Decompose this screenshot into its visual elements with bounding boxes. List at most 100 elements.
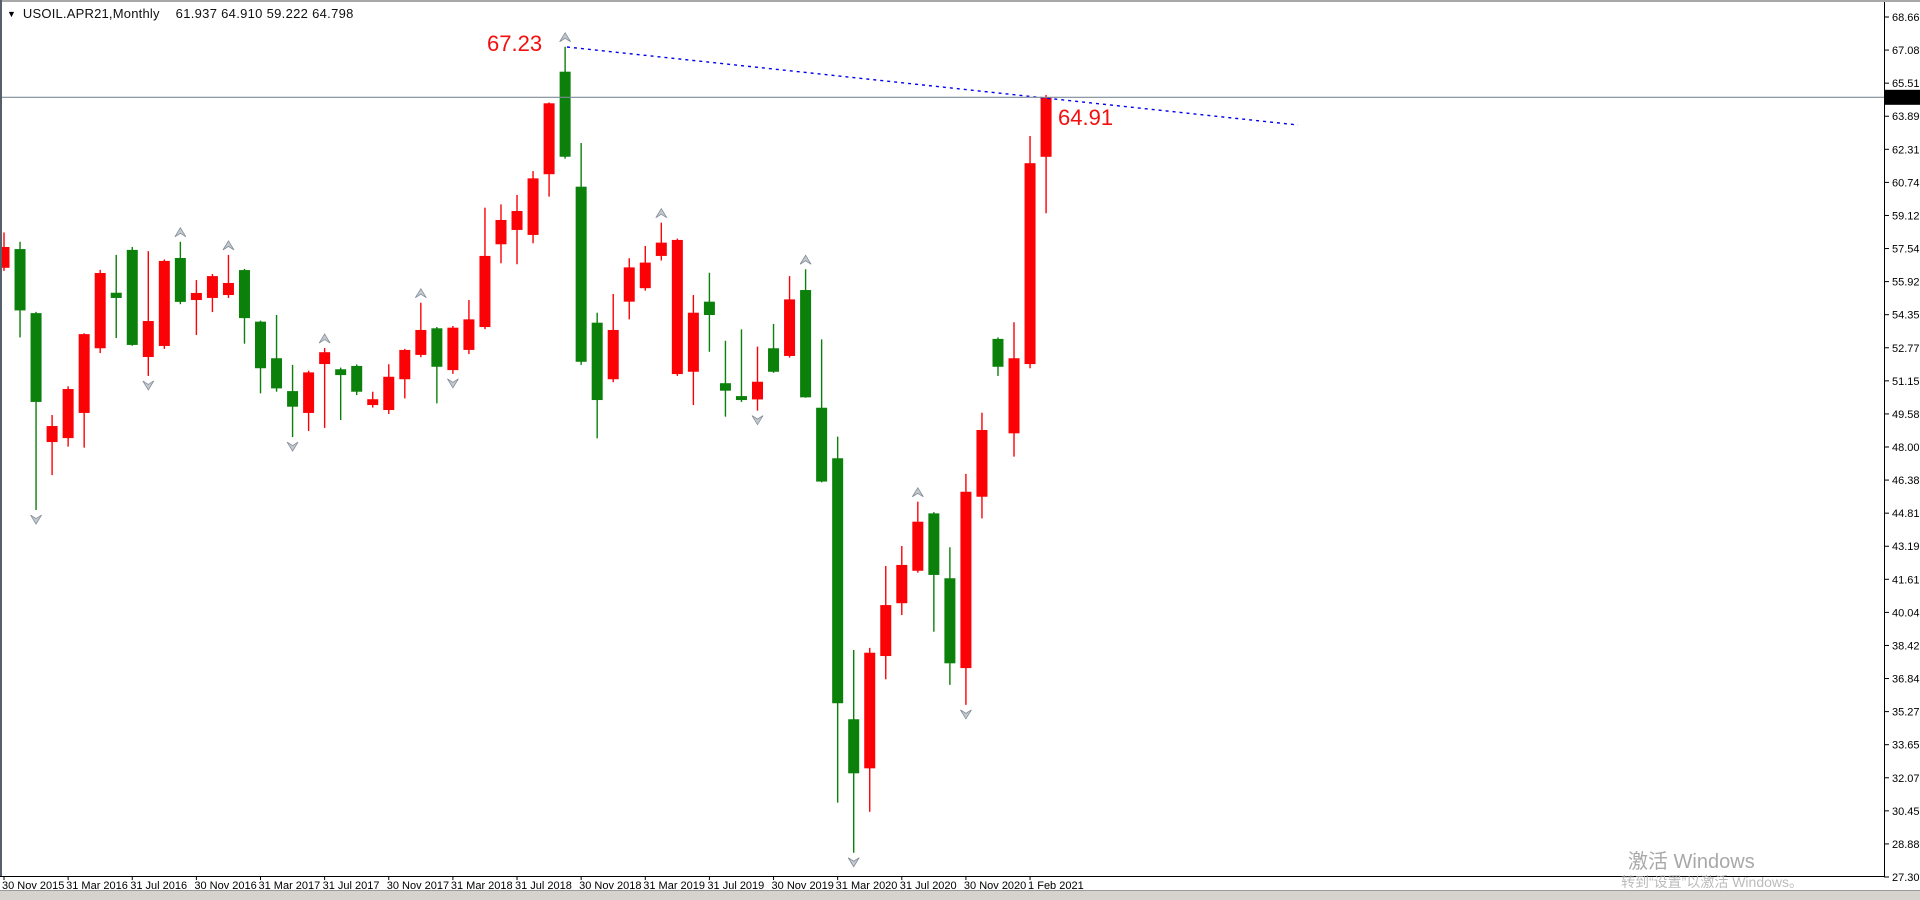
candle	[703, 272, 715, 352]
price-axis-label: 62.315	[1892, 144, 1920, 156]
candle	[62, 386, 74, 447]
price-axis-label: 51.155	[1892, 376, 1920, 388]
candle	[575, 143, 587, 365]
candle	[735, 329, 747, 402]
window-bottom-edge	[0, 890, 1920, 900]
price-axis-label: 52.775	[1892, 343, 1920, 355]
price-axis-label: 48.005	[1892, 442, 1920, 454]
candle	[848, 649, 860, 853]
candle	[719, 340, 731, 417]
candle	[607, 293, 619, 383]
candle	[303, 370, 315, 432]
candle	[431, 327, 443, 404]
annotation-swing-high[interactable]: 67.23	[487, 31, 542, 56]
candle	[944, 547, 956, 685]
candle	[479, 207, 491, 330]
candle	[623, 258, 635, 320]
price-axis-label: 46.385	[1892, 475, 1920, 487]
price-axis-label: 38.420	[1892, 640, 1920, 652]
candle	[1040, 94, 1052, 214]
candle	[335, 367, 347, 421]
candle	[687, 295, 699, 406]
title-ohlc-values: 61.937 64.910 59.222 64.798	[175, 6, 354, 21]
time-axis-label: 31 Jul 2020	[900, 880, 957, 892]
candle	[126, 246, 138, 346]
candle	[992, 337, 1004, 376]
price-axis-label: 55.925	[1892, 277, 1920, 289]
time-axis-label: 31 Mar 2016	[66, 880, 128, 892]
window-left-border	[0, 0, 2, 876]
window-top-border	[0, 0, 1920, 2]
descending-trendline[interactable]	[566, 46, 1299, 126]
symbol-title: ▼ USOIL.APR21,Monthly 61.937 64.910 59.222…	[7, 6, 354, 21]
current-price-tag: 64.798	[1885, 89, 1920, 105]
candle	[912, 501, 924, 573]
price-axis-label: 54.350	[1892, 310, 1920, 322]
candle	[495, 204, 507, 264]
candle	[383, 364, 395, 414]
time-axis-label: 30 Nov 2018	[579, 880, 641, 892]
fractal-down-icon	[142, 380, 155, 391]
candle	[976, 412, 988, 519]
price-axis-label: 40.040	[1892, 607, 1920, 619]
time-axis-label: 30 Nov 2019	[772, 880, 834, 892]
price-axis-label: 68.660	[1892, 12, 1920, 24]
price-axis-label: 35.270	[1892, 707, 1920, 719]
fractal-down-icon	[286, 441, 299, 452]
time-axis-label: 30 Nov 2016	[194, 880, 256, 892]
price-axis-label: 59.120	[1892, 210, 1920, 222]
fractal-up-icon	[222, 240, 235, 251]
time-axis-label: 30 Nov 2017	[387, 880, 449, 892]
time-axis-label: 31 Jul 2019	[707, 880, 764, 892]
candle	[832, 436, 844, 803]
candle	[1024, 135, 1036, 369]
windows-activation-watermark: 激活 Windows	[1628, 851, 1755, 873]
fractal-down-icon	[447, 378, 459, 389]
candle	[527, 171, 539, 244]
candle	[1008, 322, 1020, 457]
candle	[800, 269, 812, 398]
annotation-current-high[interactable]: 64.91	[1058, 105, 1113, 130]
candle	[94, 269, 106, 354]
candle	[639, 245, 651, 291]
fractal-up-icon	[559, 31, 571, 43]
fractal-down-icon	[847, 857, 860, 868]
candle	[463, 300, 475, 355]
fractal-down-icon	[751, 415, 764, 426]
fractal-markers	[30, 31, 972, 868]
price-axis-label: 43.190	[1892, 541, 1920, 553]
fractal-up-icon	[414, 287, 427, 299]
candle	[190, 280, 202, 335]
price-axis-label: 41.615	[1892, 574, 1920, 586]
time-axis-label: 31 Jul 2016	[130, 880, 187, 892]
candle	[880, 565, 892, 680]
time-axis-label: 31 Jul 2018	[515, 880, 572, 892]
candle	[367, 391, 379, 408]
candle	[30, 311, 42, 511]
price-axis-label: 30.455	[1892, 806, 1920, 818]
candle	[158, 259, 170, 349]
candle	[0, 232, 10, 271]
candle	[768, 323, 780, 373]
candle	[14, 241, 26, 338]
price-axis-label: 44.810	[1892, 508, 1920, 520]
time-axis-label: 31 Jul 2017	[323, 880, 380, 892]
fractal-down-icon	[960, 709, 972, 720]
price-axis-label: 27.305	[1892, 872, 1920, 884]
candle	[78, 333, 90, 448]
symbol-dropdown-icon[interactable]: ▼	[7, 9, 16, 19]
time-axis-label: 31 Mar 2017	[259, 880, 321, 892]
candle	[415, 302, 427, 358]
symbol-name: USOIL.APR21,Monthly	[22, 6, 160, 21]
time-axis-label: 30 Nov 2020	[964, 880, 1026, 892]
candle	[784, 276, 796, 358]
price-axis-label: 57.545	[1892, 244, 1920, 256]
price-axis-label: 65.510	[1892, 78, 1920, 90]
fractal-up-icon	[655, 207, 668, 219]
candle	[896, 546, 908, 616]
candle	[287, 364, 299, 438]
candle	[142, 251, 154, 376]
